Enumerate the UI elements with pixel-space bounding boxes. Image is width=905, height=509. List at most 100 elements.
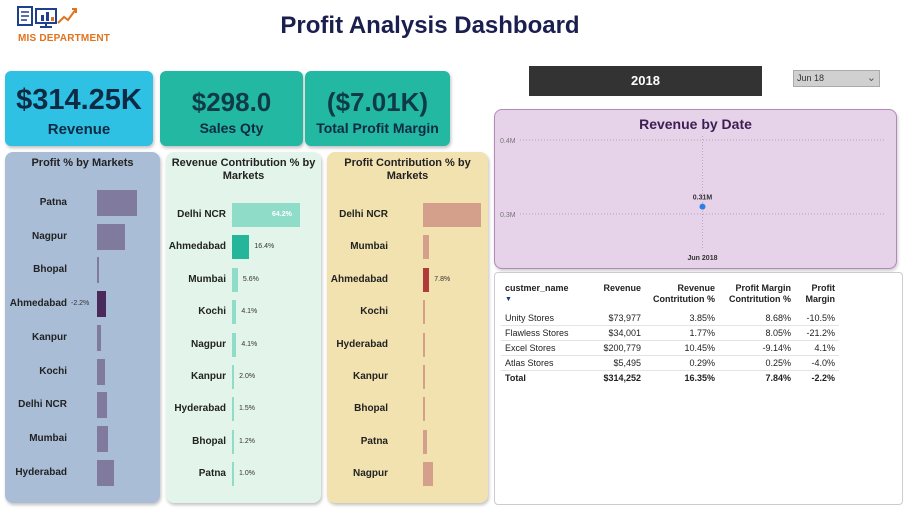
logo-text: MIS DEPARTMENT — [18, 33, 111, 44]
category-label: Ahmedabad — [330, 273, 388, 285]
column-header[interactable]: Profit Margin Contritution % — [719, 283, 795, 305]
table-cell: $5,495 — [587, 355, 645, 371]
table-row[interactable]: Atlas Stores $5,495 0.29% 0.25% -4.0% — [501, 355, 839, 371]
category-label: Kochi — [39, 365, 67, 377]
data-point[interactable] — [699, 203, 706, 210]
bar[interactable] — [97, 190, 137, 216]
category-label: Delhi NCR — [18, 399, 67, 411]
bar[interactable] — [97, 257, 99, 284]
kpi-revenue-label: Revenue — [47, 121, 111, 138]
y-tick-label: 0.4M — [500, 138, 516, 145]
column-header[interactable]: Revenue — [587, 283, 645, 305]
bar[interactable] — [423, 462, 434, 487]
category-label: Kanpur — [191, 371, 226, 382]
date-slicer-dropdown[interactable]: Jun 18 ⌄ — [793, 70, 880, 87]
sort-desc-icon[interactable]: ▼ — [505, 296, 512, 303]
category-label: Mumbai — [29, 432, 67, 444]
data-label: 1.0% — [239, 470, 255, 478]
chart-profit-by-markets[interactable]: Profit % by Markets Patna Nagpur Bhopal Ahm… — [5, 152, 160, 503]
column-header-label: Contritution % — [653, 294, 715, 304]
column-header[interactable]: Revenue Contritution % — [645, 283, 719, 305]
column-header[interactable]: custmer_name ▼ — [501, 283, 587, 305]
category-label: Ahmedabad — [168, 241, 226, 253]
bar[interactable] — [232, 332, 237, 357]
category-label: Nagpur — [191, 338, 226, 350]
table-cell: $34,001 — [587, 325, 645, 341]
bar[interactable] — [423, 365, 425, 389]
chart-svg: 0.4M 0.3M 0.31M Jun 2018 — [500, 136, 885, 262]
bar[interactable] — [423, 397, 425, 422]
table-cell: 1.77% — [645, 325, 719, 341]
column-header-label: Profit — [811, 283, 836, 293]
bar[interactable] — [232, 267, 238, 292]
bar[interactable] — [423, 429, 427, 454]
data-label: 2.0% — [239, 373, 256, 380]
kpi-card-revenue[interactable]: $314.25K Revenue — [5, 71, 153, 146]
table-total-cell: 7.84% — [719, 370, 795, 385]
data-label: 1.5% — [239, 405, 255, 413]
bar[interactable] — [232, 300, 237, 325]
data-label: 16.4% — [254, 243, 275, 251]
bar[interactable] — [232, 397, 234, 422]
table-row[interactable]: Unity Stores $73,977 3.85% 8.68% -10.5% — [501, 311, 839, 326]
category-label: Patna — [198, 468, 226, 480]
chevron-down-icon: ⌄ — [866, 72, 876, 84]
category-label: Delhi NCR — [177, 209, 226, 220]
category-label: Hyderabad — [174, 403, 226, 415]
bar[interactable] — [97, 358, 105, 385]
bar[interactable] — [423, 300, 426, 325]
column-header-label: custmer_name — [505, 283, 569, 293]
category-label: Nagpur — [32, 230, 67, 242]
category-label: Mumbai — [350, 241, 388, 253]
table-row[interactable]: Excel Stores $200,779 10.45% -9.14% 4.1% — [501, 340, 839, 356]
y-tick-label: 0.3M — [500, 212, 516, 219]
table-cell: Unity Stores — [501, 311, 587, 326]
bar[interactable] — [423, 235, 429, 260]
bar[interactable] — [423, 267, 430, 292]
table-cell: 0.25% — [719, 355, 795, 371]
category-label: Ahmedabad — [9, 298, 67, 310]
kpi-card-profit-margin[interactable]: ($7.01K) Total Profit Margin — [305, 71, 450, 146]
bar[interactable] — [232, 462, 234, 487]
bar[interactable] — [97, 223, 125, 250]
chart-revenue-contribution[interactable]: Revenue Contribution % by Markets Delhi … — [166, 152, 321, 503]
bar[interactable] — [97, 459, 114, 486]
bar[interactable] — [423, 332, 425, 357]
category-label: Mumbai — [188, 273, 226, 285]
bar[interactable] — [97, 392, 107, 419]
chart-profit-contribution[interactable]: Profit Contribution % by Markets Delhi N… — [327, 152, 488, 503]
mis-logo — [8, 3, 118, 49]
column-header-label: Revenue — [677, 283, 715, 293]
data-label: 64.2% — [272, 211, 292, 218]
table-cell: 0.29% — [645, 355, 719, 371]
table-row[interactable]: Flawless Stores $34,001 1.77% 8.05% -21.2% — [501, 325, 839, 341]
table-cell: -9.14% — [719, 340, 795, 356]
table-cell: Atlas Stores — [501, 355, 587, 371]
column-header-label: Contritution % — [729, 294, 791, 304]
table-cell: Excel Stores — [501, 340, 587, 356]
table-total-cell: 16.35% — [645, 370, 719, 385]
data-label: -2.2% — [71, 300, 90, 308]
chart-title: Profit Contribution % by Markets — [344, 157, 471, 182]
bar[interactable] — [232, 365, 235, 389]
table-total-row: Total $314,252 16.35% 7.84% -2.2% — [501, 370, 839, 385]
table-cell: -4.0% — [795, 355, 839, 371]
bar[interactable] — [423, 203, 481, 227]
data-label: 4.1% — [241, 340, 258, 348]
bar[interactable] — [232, 429, 234, 454]
kpi-profit-margin-value: ($7.01K) — [326, 87, 429, 117]
bar[interactable] — [232, 235, 250, 260]
bar[interactable] — [97, 291, 106, 318]
customer-table-panel: custmer_name ▼ Revenue Revenue Contritut… — [494, 272, 903, 505]
bar[interactable] — [232, 203, 300, 227]
table-cell: $200,779 — [587, 340, 645, 356]
column-header[interactable]: Profit Margin — [795, 283, 839, 305]
bar[interactable] — [97, 425, 109, 452]
chart-revenue-by-date[interactable]: Revenue by Date 0.4M 0.3M 0.31M Jun 2018 — [494, 109, 897, 269]
bar[interactable] — [97, 324, 101, 351]
kpi-revenue-value: $314.25K — [16, 84, 142, 116]
category-label: Bhopal — [354, 403, 388, 415]
customer-table: custmer_name ▼ Revenue Revenue Contritut… — [501, 283, 839, 385]
kpi-sales-qty-label: Sales Qty — [199, 120, 264, 136]
kpi-card-sales-qty[interactable]: $298.0 Sales Qty — [160, 71, 303, 146]
